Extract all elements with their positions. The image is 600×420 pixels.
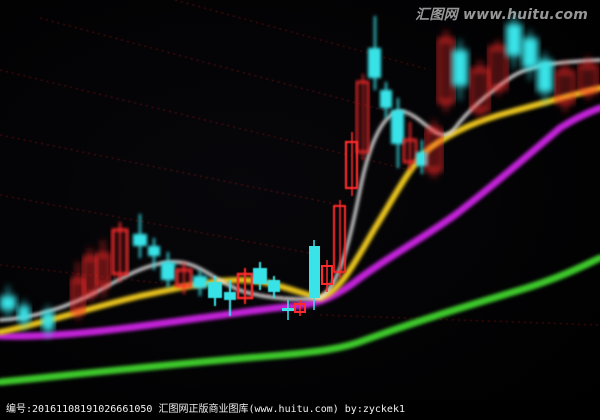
green-ma-line (0, 254, 600, 386)
candle (148, 238, 160, 270)
moving-average-lines (0, 58, 600, 386)
candle (294, 300, 306, 316)
candle (309, 240, 320, 310)
candle (0, 286, 16, 318)
candle (268, 276, 280, 298)
candle (470, 60, 490, 118)
candle (380, 82, 392, 118)
candle (402, 122, 418, 170)
grid-line (174, 0, 431, 71)
candle (368, 16, 381, 90)
image-caption: 编号:20161108191026661050 汇图网正版商业图库(www.hu… (0, 400, 600, 420)
candle (522, 30, 538, 80)
candle (236, 268, 254, 304)
candle (82, 248, 98, 302)
candle (224, 280, 236, 316)
candle (344, 132, 359, 196)
magenta-ma-line (0, 104, 600, 340)
candle (537, 52, 553, 104)
candle (95, 240, 111, 298)
candle (333, 200, 346, 278)
candle (42, 305, 54, 338)
candle (416, 140, 428, 174)
candle (555, 62, 575, 112)
candle (425, 120, 443, 178)
candle (175, 262, 193, 294)
grid-line (0, 134, 341, 206)
candle (161, 252, 175, 288)
candle (391, 98, 404, 168)
yellow-ma-line (0, 85, 600, 335)
candle (506, 14, 522, 68)
candle (488, 40, 508, 96)
candle (578, 56, 598, 100)
candlesticks (0, 14, 598, 338)
candle (133, 214, 147, 258)
site-watermark: 汇图网 www.huitu.com (415, 7, 588, 23)
grid-line (0, 194, 321, 256)
white-ma-line (0, 58, 600, 322)
candle (355, 74, 370, 160)
grid-line (0, 69, 411, 171)
candle (208, 276, 222, 306)
candle (321, 260, 333, 292)
candle (70, 262, 86, 320)
candle (253, 262, 267, 290)
grid-line (319, 314, 600, 326)
candle (437, 30, 455, 112)
candle (282, 300, 294, 320)
candle (193, 270, 207, 296)
candle (452, 40, 468, 100)
candle (111, 222, 129, 282)
candle (18, 300, 30, 330)
candlestick-chart (0, 0, 600, 386)
